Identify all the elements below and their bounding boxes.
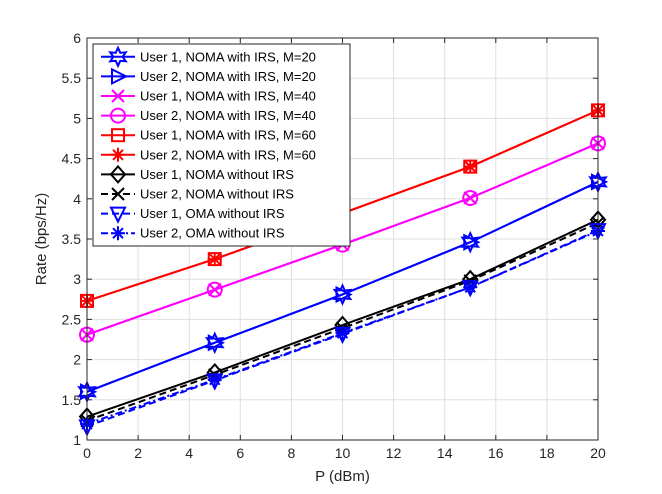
x-tick-label: 20 [590,445,606,461]
axis-ticks: 0 2 4 6 8 10 12 14 16 18 20 1 1.5 2 2.5 3 3.5 4 4.5 5 5.5 6 [62,30,606,461]
y-tick-label: 2.5 [62,311,82,327]
data-point [207,334,225,352]
legend-label: User 1, NOMA with IRS, M=40 [140,89,316,104]
legend-item: User 1, OMA without IRS [101,206,285,224]
legend-marker [109,164,127,184]
x-tick-label: 16 [488,445,504,461]
x-tick-label: 18 [539,445,555,461]
legend-box [92,43,351,247]
data-point [591,173,609,191]
legend-item: User 2, NOMA with IRS, M=40 [101,107,316,124]
x-tick-label: 12 [386,445,402,461]
legend-label: User 1, NOMA without IRS [140,167,294,182]
legend-marker [109,206,127,224]
data-point [463,280,478,295]
x-tick-label: 2 [134,445,142,461]
y-tick-label: 3 [73,271,81,287]
legend-label: User 2, NOMA with IRS, M=60 [140,147,316,162]
y-tick-label: 3.5 [62,231,82,247]
y-tick-label: 4.5 [62,151,82,167]
legend-marker [111,147,125,162]
legend-marker [111,187,125,201]
legend-label: User 2, OMA without IRS [140,226,285,241]
series-2 [80,173,609,401]
series-line [86,218,599,418]
legend-item: User 2, OMA without IRS [101,226,285,241]
y-tick-label: 4 [73,191,81,207]
legend-label: User 1, NOMA with IRS, M=60 [140,128,316,143]
legend-label: User 1, OMA without IRS [140,206,285,221]
legend-item: User 1, NOMA with IRS, M=40 [101,89,316,104]
x-axis-title: P (dBm) [315,468,370,485]
legend: User 1, NOMA with IRS, M=20 User 2, NOMA … [92,43,351,247]
y-tick-label: 6 [73,30,81,46]
x-tick-label: 10 [335,445,351,461]
legend-item: User 1, NOMA without IRS [101,164,294,184]
y-tick-label: 5 [73,110,81,126]
data-point [335,326,350,341]
data-point [463,233,481,251]
legend-marker [111,89,125,103]
data-point [207,372,222,387]
legend-item: User 1, NOMA with IRS, M=60 [101,128,316,143]
x-tick-label: 4 [185,445,193,461]
y-tick-label: 2 [73,352,81,368]
data-point [463,159,478,174]
data-point [80,383,98,401]
legend-marker [111,226,125,241]
x-tick-label: 8 [288,445,296,461]
legend-label: User 2, NOMA without IRS [140,187,294,202]
series-line [86,181,599,393]
series-line [86,222,599,422]
legend-label: User 2, NOMA with IRS, M=40 [140,108,316,123]
data-point [462,189,479,206]
legend-item: User 2, NOMA with IRS, M=20 [101,67,316,86]
y-tick-label: 1.5 [62,392,82,408]
legend-item: User 1, NOMA with IRS, M=20 [101,45,316,69]
legend-label: User 1, NOMA with IRS, M=20 [140,49,316,64]
y-tick-label: 1 [73,432,81,448]
data-point [206,281,223,298]
y-axis-title: Rate (bps/Hz) [33,193,50,286]
legend-marker [111,67,129,86]
x-tick-label: 6 [236,445,244,461]
legend-label: User 2, NOMA with IRS, M=20 [140,69,316,84]
x-tick-label: 0 [83,445,91,461]
legend-marker [108,45,128,69]
legend-marker [111,128,125,143]
legend-item: User 2, NOMA without IRS [101,187,294,202]
legend-item: User 2, NOMA with IRS, M=60 [101,147,316,162]
data-point [332,283,353,306]
x-tick-label: 14 [437,445,453,461]
data-point [207,252,222,267]
data-point [335,285,353,304]
y-tick-label: 5.5 [62,70,82,86]
legend-marker [110,107,126,124]
data-point [204,331,225,355]
